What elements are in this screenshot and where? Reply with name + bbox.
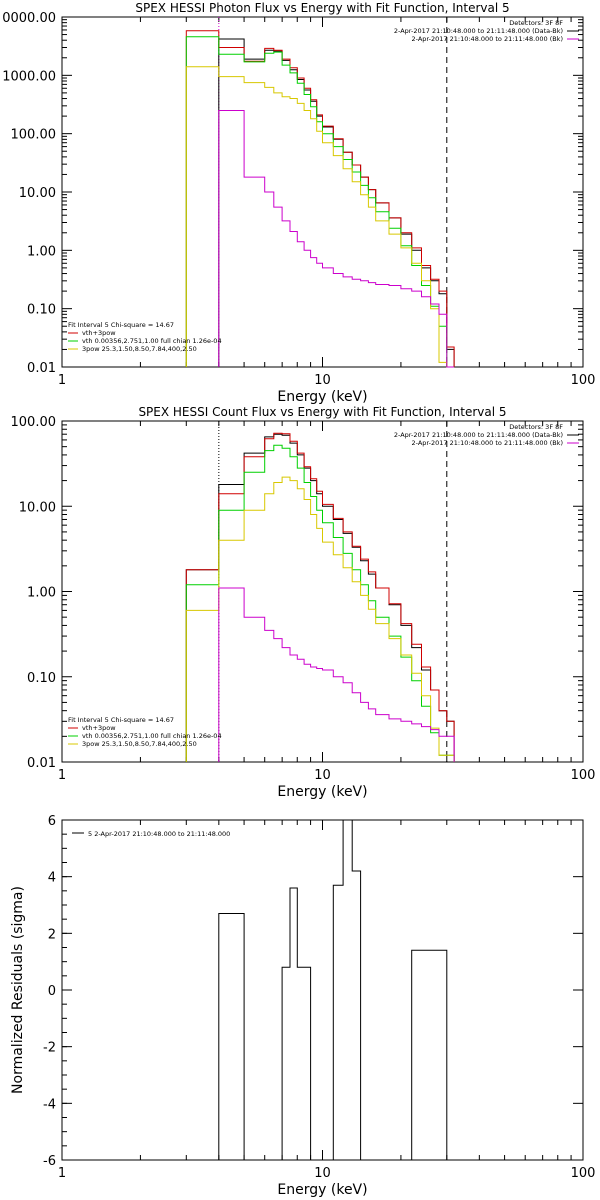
panel2-series-1-step-line bbox=[185, 432, 455, 762]
panel2-legend-text: Detectors: 3F 8F bbox=[509, 423, 563, 431]
panel2-y-tick-label: 100.00 bbox=[11, 415, 57, 430]
panel2-legend-text: 2-Apr-2017 21:10:48.000 to 21:11:48.000 … bbox=[394, 431, 563, 439]
panel1-fit-legend-text: Fit Interval 5 Chi-square = 14.67 bbox=[68, 321, 174, 329]
panel2-y-tick-label: 0.10 bbox=[27, 671, 56, 686]
panel1-plot-frame bbox=[61, 16, 584, 368]
panel2-y-tick-label: 10.00 bbox=[19, 500, 56, 515]
panel3-y-tick-label: -2 bbox=[43, 1041, 56, 1056]
panel2-title: SPEX HESSI Count Flux vs Energy with Fit… bbox=[138, 405, 506, 419]
panel1-y-tick-label: 100.00 bbox=[11, 128, 57, 143]
panel1-legend-text: Detectors: 3F 8F bbox=[509, 19, 563, 27]
panel1-y-tick-label: 10.00 bbox=[19, 186, 56, 201]
panel2-legend-text: 2-Apr-2017 21:10:48.000 to 21:11:48.000 … bbox=[412, 439, 563, 447]
panel3-x-tick-label: 1 bbox=[58, 1166, 66, 1181]
panel3-y-tick-label: -6 bbox=[43, 1154, 56, 1169]
panel3-y-tick-label: 4 bbox=[48, 871, 56, 886]
panel1-title: SPEX HESSI Photon Flux vs Energy with Fi… bbox=[135, 1, 509, 15]
panel3-legend-text: 5 2-Apr-2017 21:10:48.000 to 21:11:48.00… bbox=[88, 830, 230, 838]
panel3-plot-frame bbox=[61, 819, 584, 1161]
panel2-x-tick-label: 1 bbox=[58, 768, 66, 783]
panel1-legend-text: 2-Apr-2017 21:10:48.000 to 21:11:48.000 … bbox=[394, 27, 563, 35]
panel1-x-tick-label: 10 bbox=[314, 373, 331, 388]
panel1-fit-legend-text: vth 0.00356,2.751,1.00 full chian 1.26e-… bbox=[82, 337, 222, 345]
panel2-x-axis-label: Energy (keV) bbox=[277, 784, 367, 800]
panel1-series-0-step-line bbox=[218, 38, 455, 367]
panel2-series-0-step-line bbox=[185, 433, 455, 762]
panel1-x-tick-label: 1 bbox=[58, 373, 66, 388]
panel2-fit-legend-text: 3pow 25.3,1.50,8.50,7.84,400,2.50 bbox=[82, 740, 197, 748]
panel2-y-tick-label: 0.01 bbox=[27, 756, 56, 771]
panel2-series-3-step-line bbox=[185, 476, 455, 762]
panel1-y-tick-label: 1.00 bbox=[27, 244, 56, 259]
panel2-fit-legend-text: Fit Interval 5 Chi-square = 14.67 bbox=[68, 716, 174, 724]
panel1-series-4-step-line bbox=[218, 110, 455, 368]
panel2-x-tick-label: 10 bbox=[314, 768, 331, 783]
panel1-series-1-step-line bbox=[185, 30, 455, 367]
panel3-y-tick-label: 2 bbox=[48, 927, 56, 942]
panel1-y-tick-label: 0.10 bbox=[27, 303, 56, 318]
panel2-plot-frame bbox=[61, 420, 584, 763]
panel3-y-tick-label: 0 bbox=[48, 984, 56, 999]
panel1-y-tick-label: 1000.00 bbox=[2, 69, 56, 84]
panel1-y-tick-label: 0.01 bbox=[27, 361, 56, 376]
panel1-x-tick-label: 100 bbox=[571, 373, 596, 388]
panel3-y-tick-label: -4 bbox=[43, 1097, 56, 1112]
panel3-y-tick-label: 6 bbox=[48, 814, 56, 829]
panel1-fit-legend-text: vth+3pow bbox=[82, 329, 116, 337]
panel3-x-tick-label: 10 bbox=[314, 1166, 331, 1181]
panel2-x-tick-label: 100 bbox=[571, 768, 596, 783]
panel1-series-3-step-line bbox=[185, 66, 455, 368]
panel3-series-0-step-line bbox=[218, 819, 448, 1161]
panel1-fit-legend-text: 3pow 25.3,1.50,8.50,7.84,400,2.50 bbox=[82, 345, 197, 353]
panel3-y-axis-label: Normalized Residuals (sigma) bbox=[10, 886, 26, 1094]
panel3-x-axis-label: Energy (keV) bbox=[277, 1182, 367, 1198]
panel1-series-2-step-line bbox=[185, 36, 455, 368]
panel2-fit-legend-text: vth 0.00356,2.751,1.00 full chian 1.26e-… bbox=[82, 732, 222, 740]
panel3-x-tick-label: 100 bbox=[571, 1166, 596, 1181]
panel1-x-axis-label: Energy (keV) bbox=[277, 389, 367, 405]
panel1-y-tick-label: 0000.00 bbox=[2, 11, 56, 26]
panel1-legend-text: 2-Apr-2017 21:10:48.000 to 21:11:48.000 … bbox=[412, 35, 563, 43]
panel2-y-tick-label: 1.00 bbox=[27, 586, 56, 601]
panel2-fit-legend-text: vth+3pow bbox=[82, 724, 116, 732]
panel2-series-2-step-line bbox=[185, 444, 455, 762]
panel2-series-4-step-line bbox=[218, 587, 455, 762]
